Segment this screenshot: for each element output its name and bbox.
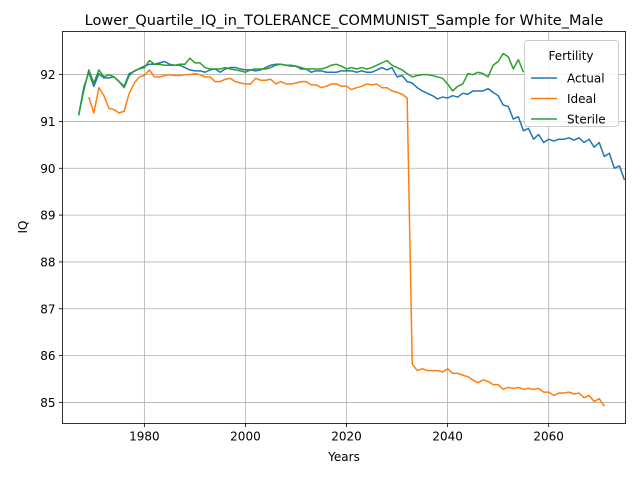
x-tick-label: 1980 xyxy=(129,430,160,444)
legend-entries: Actual Ideal Sterile xyxy=(531,72,606,127)
plot-frame xyxy=(62,31,626,424)
y-tick-label: 92 xyxy=(40,68,55,82)
legend-label-sterile: Sterile xyxy=(567,113,606,127)
x-tick-label: 2040 xyxy=(432,430,463,444)
x-axis-label: Years xyxy=(327,450,360,464)
series-line-actual xyxy=(77,60,626,181)
tick-layer: 1980 2000 2020 2040 2060 85 86 87 88 89 90 91 92 xyxy=(40,68,564,443)
grid-layer xyxy=(62,31,626,424)
legend-label-ideal: Ideal xyxy=(567,92,596,106)
legend-box xyxy=(524,40,619,127)
series-layer xyxy=(77,52,626,407)
legend: Fertility Actual Ideal Sterile xyxy=(524,40,619,127)
y-tick-label: 91 xyxy=(40,115,55,129)
y-tick-label: 88 xyxy=(40,255,55,269)
series-line-sterile xyxy=(77,52,525,116)
y-tick-label: 85 xyxy=(40,396,55,410)
y-tick-label: 87 xyxy=(40,302,55,316)
legend-title: Fertility xyxy=(548,49,593,63)
y-tick-label: 89 xyxy=(40,209,55,223)
y-axis-label: IQ xyxy=(16,221,30,234)
chart-title: Lower_Quartile_IQ_in_TOLERANCE_COMMUNIST… xyxy=(85,13,604,29)
y-tick-label: 90 xyxy=(40,162,55,176)
series-line-ideal xyxy=(88,69,605,407)
x-tick-label: 2020 xyxy=(331,430,362,444)
x-tick-label: 2000 xyxy=(230,430,261,444)
x-tick-label: 2060 xyxy=(533,430,564,444)
legend-label-actual: Actual xyxy=(567,72,605,86)
y-tick-label: 86 xyxy=(40,349,55,363)
